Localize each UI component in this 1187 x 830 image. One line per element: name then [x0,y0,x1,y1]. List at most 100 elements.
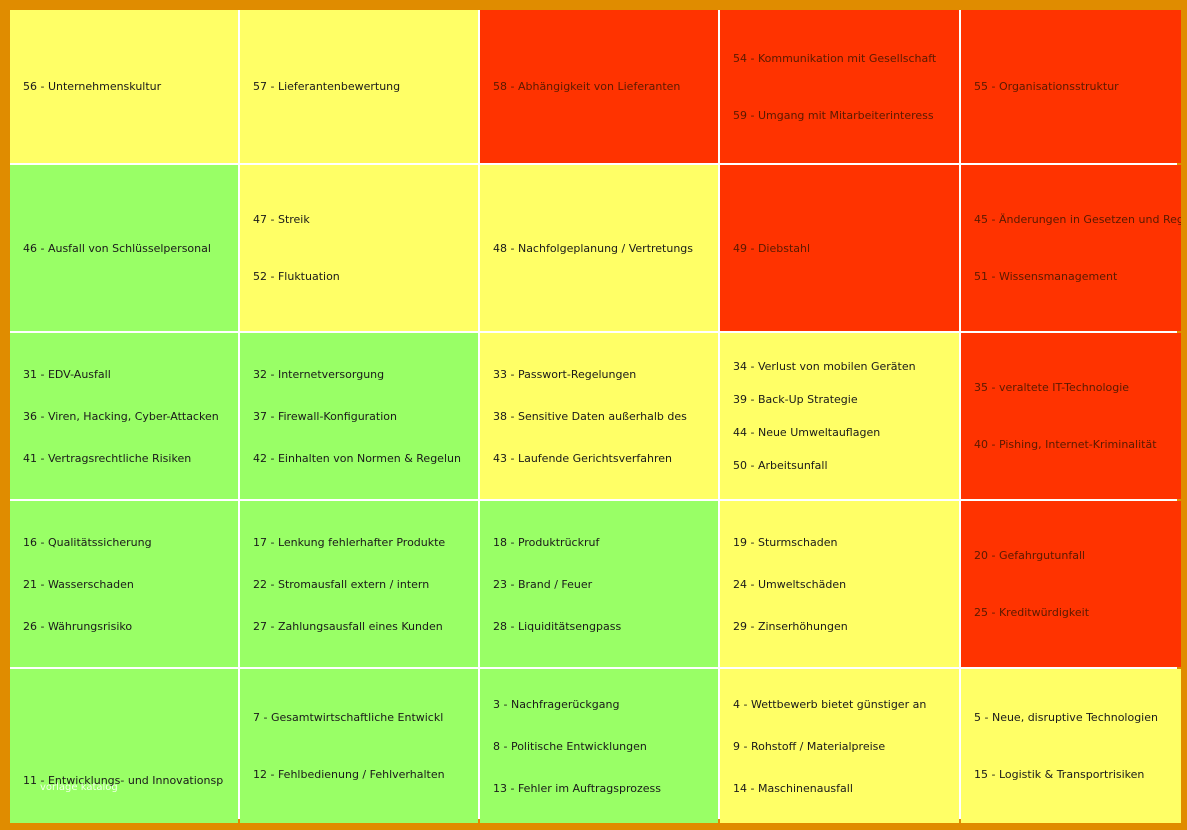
risk-matrix-grid: 56 - Unternehmenskultur 57 - Lieferantenb… [10,10,1181,823]
risk-item: 48 - Nachfolgeplanung / Vertretungs [493,241,694,255]
risk-item: 16 - Qualitätssicherung [23,535,152,549]
risk-item: 35 - veraltete IT-Technologie [974,381,1130,394]
risk-cell-r2-c5: 45 - Änderungen in Gesetzen und Reg 51 - … [961,165,1181,331]
risk-cell-items: 16 - Qualitätssicherung 21 - Wasserschade… [23,536,234,633]
risk-item: 50 - Arbeitsunfall [733,459,828,472]
risk-item: 38 - Sensitive Daten außerhalb des [493,409,687,423]
risk-item: 24 - Umweltschäden [733,577,847,591]
risk-item: 33 - Passwort-Regelungen [493,367,637,381]
risk-item: 44 - Neue Umweltauflagen [733,426,881,439]
risk-item: 17 - Lenkung fehlerhafter Produkte [253,535,446,549]
risk-item: 9 - Rohstoff / Materialpreise [733,739,886,753]
risk-item: 42 - Einhalten von Normen & Regelun [253,451,461,465]
risk-cell-r2-c3: 48 - Nachfolgeplanung / Vertretungs [480,165,718,331]
risk-item: 5 - Neue, disruptive Technologien [974,711,1158,724]
risk-cell-r4-c1: 16 - Qualitätssicherung 21 - Wasserschade… [10,501,238,667]
risk-item: 36 - Viren, Hacking, Cyber-Attacken [23,409,219,423]
risk-item: 25 - Kreditwürdigkeit [974,606,1090,619]
risk-item: 28 - Liquiditätsengpass [493,619,622,633]
risk-cell-items: 49 - Diebstahl [733,242,955,255]
risk-item: 22 - Stromausfall extern / intern [253,577,430,591]
risk-item: 45 - Änderungen in Gesetzen und Reg [974,213,1181,226]
risk-cell-items: 32 - Internetversorgung 37 - Firewall-Kon… [253,368,474,465]
risk-cell-items: 20 - Gefahrgutunfall 25 - Kreditwürdigkei… [974,549,1177,619]
risk-item: 59 - Umgang mit Mitarbeiterinteress [733,108,934,122]
risk-cell-items: 18 - Produktrückruf 23 - Brand / Feuer 28 … [493,536,714,633]
risk-cell-items: 19 - Sturmschaden 24 - Umweltschäden 29 - … [733,536,955,633]
risk-item: 57 - Lieferantenbewertung [253,80,401,93]
risk-item: 43 - Laufende Gerichtsverfahren [493,451,672,465]
risk-item: 20 - Gefahrgutunfall [974,549,1086,562]
risk-cell-items: 58 - Abhängigkeit von Lieferanten [493,80,714,93]
risk-cell-r4-c3: 18 - Produktrückruf 23 - Brand / Feuer 28 … [480,501,718,667]
risk-item: 27 - Zahlungsausfall eines Kunden [253,619,443,633]
risk-item: 3 - Nachfragerückgang [493,697,620,711]
risk-cell-items: 17 - Lenkung fehlerhafter Produkte 22 - S… [253,536,474,633]
risk-cell-items: 3 - Nachfragerückgang 8 - Politische Entw… [493,698,714,795]
risk-item: 23 - Brand / Feuer [493,577,593,591]
risk-cell-r3-c2: 32 - Internetversorgung 37 - Firewall-Kon… [240,333,478,499]
risk-cell-r1-c1: 56 - Unternehmenskultur [10,10,238,163]
risk-cell-items: 5 - Neue, disruptive Technologien 15 - Lo… [974,711,1177,781]
risk-cell-items: 33 - Passwort-Regelungen 38 - Sensitive D… [493,368,714,465]
risk-cell-r3-c5: 35 - veraltete IT-Technologie 40 - Pishin… [961,333,1181,499]
risk-item: 31 - EDV-Ausfall [23,367,111,381]
risk-item: 12 - Fehlbedienung / Fehlverhalten [253,768,445,781]
risk-item: 7 - Gesamtwirtschaftliche Entwickl [253,711,444,724]
risk-item: 58 - Abhängigkeit von Lieferanten [493,80,681,93]
risk-item: 19 - Sturmschaden [733,535,838,549]
risk-cell-r3-c4: 34 - Verlust von mobilen Geräten 39 - Bac… [720,333,959,499]
risk-cell-items: 54 - Kommunikation mit Gesellschaft 59 - … [733,52,955,122]
risk-cell-items: 11 - Entwicklungs- und Innovationsp [23,774,234,787]
risk-cell-r5-c5: 5 - Neue, disruptive Technologien 15 - Lo… [961,669,1181,823]
risk-item: 14 - Maschinenausfall [733,781,853,795]
risk-item: 56 - Unternehmenskultur [23,80,162,93]
risk-item: 40 - Pishing, Internet-Kriminalität [974,438,1157,451]
risk-cell-items: 48 - Nachfolgeplanung / Vertretungs [493,242,714,255]
risk-item: 47 - Streik [253,213,310,226]
risk-item: 11 - Entwicklungs- und Innovationsp [23,774,224,787]
risk-item: 54 - Kommunikation mit Gesellschaft [733,51,937,65]
risk-cell-items: 7 - Gesamtwirtschaftliche Entwickl 12 - F… [253,711,474,781]
risk-cell-r4-c4: 19 - Sturmschaden 24 - Umweltschäden 29 - … [720,501,959,667]
risk-item: 49 - Diebstahl [733,241,811,255]
risk-item: 55 - Organisationsstruktur [974,80,1119,93]
risk-item: 29 - Zinserhöhungen [733,619,848,633]
risk-item: 18 - Produktrückruf [493,535,600,549]
risk-cell-items: 34 - Verlust von mobilen Geräten 39 - Bac… [733,360,955,472]
risk-item: 15 - Logistik & Transportrisiken [974,768,1145,781]
risk-item: 39 - Back-Up Strategie [733,393,858,406]
risk-cell-r2-c4: 49 - Diebstahl [720,165,959,331]
risk-item: 4 - Wettbewerb bietet günstiger an [733,697,927,711]
risk-cell-items: 47 - Streik 52 - Fluktuation [253,213,474,283]
risk-cell-r3-c3: 33 - Passwort-Regelungen 38 - Sensitive D… [480,333,718,499]
risk-cell-r4-c2: 17 - Lenkung fehlerhafter Produkte 22 - S… [240,501,478,667]
risk-cell-r2-c1: 46 - Ausfall von Schlüsselpersonal [10,165,238,331]
risk-cell-r2-c2: 47 - Streik 52 - Fluktuation [240,165,478,331]
risk-cell-r4-c5: 20 - Gefahrgutunfall 25 - Kreditwürdigkei… [961,501,1181,667]
risk-item: 37 - Firewall-Konfiguration [253,409,397,423]
risk-item: 21 - Wasserschaden [23,577,134,591]
risk-item: 34 - Verlust von mobilen Geräten [733,360,916,373]
risk-cell-items: 4 - Wettbewerb bietet günstiger an 9 - Ro… [733,698,955,795]
risk-item: 13 - Fehler im Auftragsprozess [493,781,661,795]
risk-cell-r1-c5: 55 - Organisationsstruktur [961,10,1181,163]
risk-cell-items: 45 - Änderungen in Gesetzen und Reg 51 - … [974,213,1181,283]
risk-item: 41 - Vertragsrechtliche Risiken [23,451,192,465]
risk-item: 46 - Ausfall von Schlüsselpersonal [23,241,211,255]
risk-cell-items: 35 - veraltete IT-Technologie 40 - Pishin… [974,381,1177,451]
risk-cell-r5-c2: 7 - Gesamtwirtschaftliche Entwickl 12 - F… [240,669,478,823]
risk-cell-items: 56 - Unternehmenskultur [23,80,234,93]
risk-cell-items: 57 - Lieferantenbewertung [253,80,474,93]
risk-cell-r1-c2: 57 - Lieferantenbewertung [240,10,478,163]
risk-cell-r3-c1: 31 - EDV-Ausfall 36 - Viren, Hacking, Cyb… [10,333,238,499]
risk-cell-r1-c3: 58 - Abhängigkeit von Lieferanten [480,10,718,163]
risk-item: 51 - Wissensmanagement [974,270,1118,283]
risk-cell-items: 46 - Ausfall von Schlüsselpersonal [23,242,234,255]
risk-cell-items: 31 - EDV-Ausfall 36 - Viren, Hacking, Cyb… [23,368,234,465]
risk-cell-r5-c4: 4 - Wettbewerb bietet günstiger an 9 - Ro… [720,669,959,823]
risk-item: 8 - Politische Entwicklungen [493,739,647,753]
risk-item: 26 - Währungsrisiko [23,619,133,633]
risk-cell-r5-c3: 3 - Nachfragerückgang 8 - Politische Entw… [480,669,718,823]
